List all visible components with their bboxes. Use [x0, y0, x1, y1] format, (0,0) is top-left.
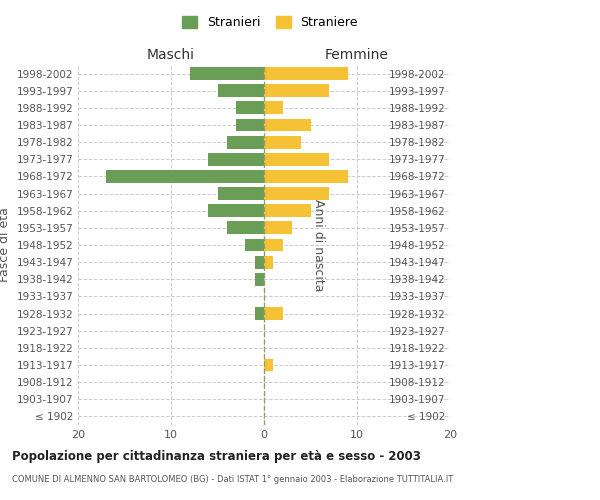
Bar — [264, 136, 301, 148]
Y-axis label: Fasce di età: Fasce di età — [0, 208, 11, 282]
Bar — [264, 256, 274, 268]
Bar — [264, 238, 283, 252]
Bar — [264, 102, 283, 114]
Bar — [254, 307, 264, 320]
Bar — [254, 256, 264, 268]
Bar — [264, 118, 311, 132]
Bar — [236, 118, 264, 132]
Bar — [218, 84, 264, 97]
Bar — [264, 187, 329, 200]
Bar — [264, 170, 348, 183]
Bar — [264, 222, 292, 234]
Bar — [264, 153, 329, 166]
Bar — [208, 153, 264, 166]
Bar — [190, 67, 264, 80]
Bar — [254, 273, 264, 285]
Bar — [264, 358, 274, 372]
Bar — [106, 170, 264, 183]
Bar — [264, 204, 311, 217]
Bar — [264, 307, 283, 320]
Text: Femmine: Femmine — [325, 48, 389, 62]
Text: Popolazione per cittadinanza straniera per età e sesso - 2003: Popolazione per cittadinanza straniera p… — [12, 450, 421, 463]
Text: Maschi: Maschi — [147, 48, 195, 62]
Text: COMUNE DI ALMENNO SAN BARTOLOMEO (BG) - Dati ISTAT 1° gennaio 2003 - Elaborazion: COMUNE DI ALMENNO SAN BARTOLOMEO (BG) - … — [12, 475, 453, 484]
Legend: Stranieri, Straniere: Stranieri, Straniere — [177, 11, 363, 34]
Y-axis label: Anni di nascita: Anni di nascita — [312, 198, 325, 291]
Bar — [227, 222, 264, 234]
Bar — [236, 102, 264, 114]
Bar — [264, 84, 329, 97]
Bar — [218, 187, 264, 200]
Bar — [208, 204, 264, 217]
Bar — [245, 238, 264, 252]
Bar — [264, 67, 348, 80]
Bar — [227, 136, 264, 148]
